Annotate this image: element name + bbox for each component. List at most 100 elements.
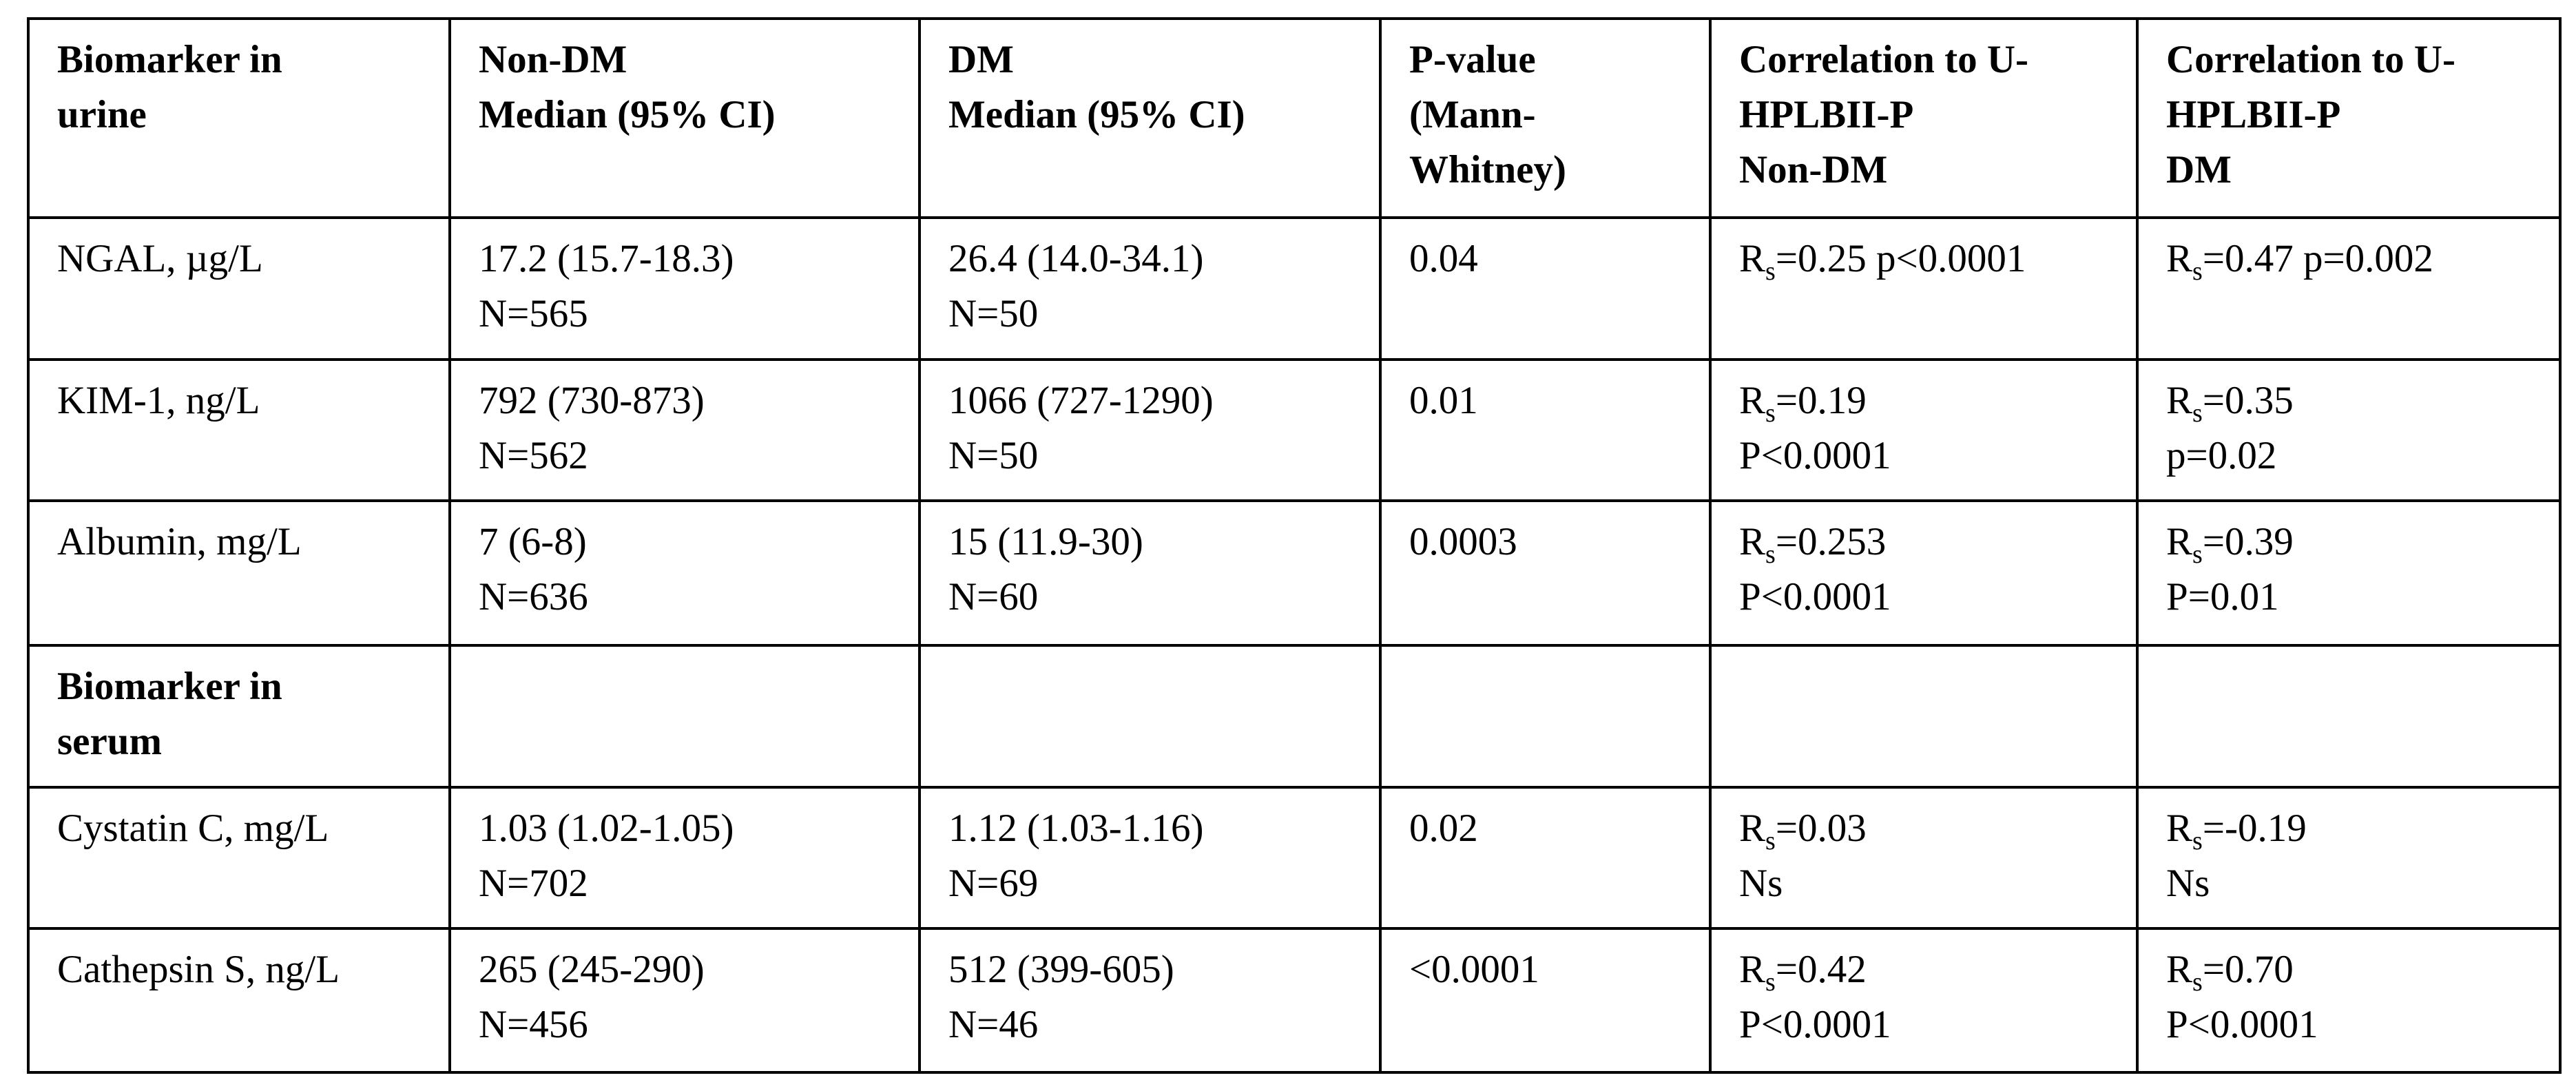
correlation-rs: Rs=-0.19	[2166, 801, 2538, 856]
rs-value: =0.42	[1775, 948, 1867, 991]
rs-subscript: s	[1765, 399, 1776, 428]
correlation-rs: Rs=0.70	[2166, 942, 2538, 997]
correlation-rs: Rs=0.35	[2166, 373, 2538, 428]
biomarker-name: Cystatin C, mg/L	[27, 786, 451, 930]
table-row: Cathepsin S, ng/L 265 (245-290) N=456 512 (…	[27, 927, 2562, 1074]
cell-line: 1066 (727-1290)	[948, 379, 1214, 422]
cell-line: Cathepsin S, ng/L	[57, 948, 340, 991]
empty-cell	[2136, 644, 2562, 789]
correlation-non-dm: Rs=0.253 P<0.0001	[1709, 499, 2139, 647]
cell-line: Whitney)	[1409, 148, 1566, 191]
rs-value: =0.35	[2202, 379, 2294, 422]
cell-line: Cystatin C, mg/L	[57, 807, 329, 850]
col-header-biomarker: Biomarker in urine	[27, 17, 451, 219]
dm-median: 15 (11.9-30) N=60	[918, 499, 1382, 647]
cell-line: 1.12 (1.03-1.16)	[948, 807, 1204, 850]
non-dm-median: 1.03 (1.02-1.05) N=702	[448, 786, 921, 930]
table-row: Cystatin C, mg/L 1.03 (1.02-1.05) N=702 1.1…	[27, 786, 2562, 930]
correlation-rs: Rs=0.03	[1739, 801, 2115, 856]
rs-subscript: s	[1765, 257, 1776, 286]
cell-line: 792 (730-873)	[479, 379, 705, 422]
cell-line: P-value	[1409, 38, 1536, 81]
cell-line: N=46	[948, 1003, 1039, 1046]
cell-line: p=0.02	[2166, 434, 2277, 477]
rs-subscript: s	[2192, 540, 2203, 569]
rs-subscript: s	[2192, 827, 2203, 855]
cell-line: Non-DM	[479, 38, 627, 81]
cell-line: N=50	[948, 292, 1039, 335]
rs-value: =0.47 p=0.002	[2202, 237, 2433, 280]
cell-line: Albumin, mg/L	[57, 520, 302, 563]
rs-value: =0.25 p<0.0001	[1775, 237, 2026, 280]
section-label-serum: Biomarker in serum	[27, 644, 451, 789]
col-header-corr-dm: Correlation to U- HPLBII-P DM	[2136, 17, 2562, 219]
rs-value: =-0.19	[2202, 807, 2307, 850]
cell-line: 26.4 (14.0-34.1)	[948, 237, 1204, 280]
cell-line: NGAL, µg/L	[57, 237, 263, 280]
rs-symbol: R	[1739, 520, 1766, 563]
biomarker-table: Biomarker in urine Non-DM Median (95% CI) DM…	[27, 17, 2562, 1074]
dm-median: 512 (399-605) N=46	[918, 927, 1382, 1074]
dm-median: 1.12 (1.03-1.16) N=69	[918, 786, 1382, 930]
cell-line: N=702	[479, 862, 588, 905]
cell-line: 1.03 (1.02-1.05)	[479, 807, 734, 850]
correlation-dm: Rs=0.39 P=0.01	[2136, 499, 2562, 647]
dm-median: 26.4 (14.0-34.1) N=50	[918, 216, 1382, 361]
correlation-rs: Rs=0.47 p=0.002	[2166, 231, 2538, 287]
correlation-dm: Rs=0.35 p=0.02	[2136, 358, 2562, 502]
cell-line: Median (95% CI)	[479, 93, 776, 136]
col-header-corr-non-dm: Correlation to U- HPLBII-P Non-DM	[1709, 17, 2139, 219]
cell-line: 0.0003	[1409, 520, 1517, 563]
cell-line: 0.02	[1409, 807, 1478, 850]
non-dm-median: 17.2 (15.7-18.3) N=565	[448, 216, 921, 361]
empty-cell	[448, 644, 921, 789]
correlation-non-dm: Rs=0.25 p<0.0001	[1709, 216, 2139, 361]
cell-line: 0.01	[1409, 379, 1478, 422]
cell-line: HPLBII-P	[1739, 93, 1914, 136]
empty-cell	[918, 644, 1382, 789]
p-value: 0.01	[1379, 358, 1712, 502]
rs-subscript: s	[2192, 399, 2203, 428]
p-value: 0.02	[1379, 786, 1712, 930]
cell-line: N=562	[479, 434, 588, 477]
rs-symbol: R	[1739, 379, 1766, 422]
non-dm-median: 7 (6-8) N=636	[448, 499, 921, 647]
correlation-dm: Rs=-0.19 Ns	[2136, 786, 2562, 930]
table-row: Albumin, mg/L 7 (6-8) N=636 15 (11.9-30) N=6…	[27, 499, 2562, 647]
non-dm-median: 265 (245-290) N=456	[448, 927, 921, 1074]
correlation-non-dm: Rs=0.42 P<0.0001	[1709, 927, 2139, 1074]
empty-cell	[1709, 644, 2139, 789]
cell-line: Correlation to U-	[1739, 38, 2029, 81]
cell-line: 265 (245-290)	[479, 948, 705, 991]
p-value: <0.0001	[1379, 927, 1712, 1074]
correlation-rs: Rs=0.39	[2166, 515, 2538, 570]
section-row-serum: Biomarker in serum	[27, 644, 2562, 789]
rs-subscript: s	[1765, 827, 1776, 855]
rs-symbol: R	[2166, 520, 2193, 563]
biomarker-name: Albumin, mg/L	[27, 499, 451, 647]
cell-line: N=60	[948, 575, 1039, 619]
col-header-p-value: P-value (Mann- Whitney)	[1379, 17, 1712, 219]
cell-line: HPLBII-P	[2166, 93, 2341, 136]
table-row: NGAL, µg/L 17.2 (15.7-18.3) N=565 26.4 (14.…	[27, 216, 2562, 361]
rs-symbol: R	[2166, 948, 2193, 991]
cell-line: P<0.0001	[1739, 434, 1891, 477]
biomarker-name: NGAL, µg/L	[27, 216, 451, 361]
header-row: Biomarker in urine Non-DM Median (95% CI) DM…	[27, 17, 2562, 219]
cell-line: 0.04	[1409, 237, 1478, 280]
biomarker-name: KIM-1, ng/L	[27, 358, 451, 502]
cell-line: Non-DM	[1739, 148, 1888, 191]
cell-line: Ns	[1739, 862, 1783, 905]
rs-value: =0.39	[2202, 520, 2294, 563]
cell-line: serum	[57, 720, 162, 763]
correlation-rs: Rs=0.253	[1739, 515, 2115, 570]
biomarker-name: Cathepsin S, ng/L	[27, 927, 451, 1074]
cell-line: Biomarker in	[57, 665, 282, 708]
cell-line: Correlation to U-	[2166, 38, 2456, 81]
rs-symbol: R	[2166, 237, 2193, 280]
cell-line: KIM-1, ng/L	[57, 379, 260, 422]
cell-line: <0.0001	[1409, 948, 1539, 991]
rs-value: =0.19	[1775, 379, 1867, 422]
table-row: KIM-1, ng/L 792 (730-873) N=562 1066 (727-1…	[27, 358, 2562, 502]
rs-symbol: R	[1739, 807, 1766, 850]
